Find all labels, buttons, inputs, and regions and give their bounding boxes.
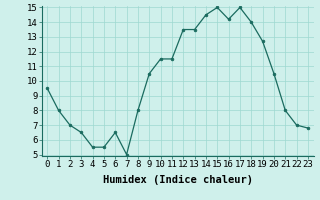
X-axis label: Humidex (Indice chaleur): Humidex (Indice chaleur) (103, 175, 252, 185)
